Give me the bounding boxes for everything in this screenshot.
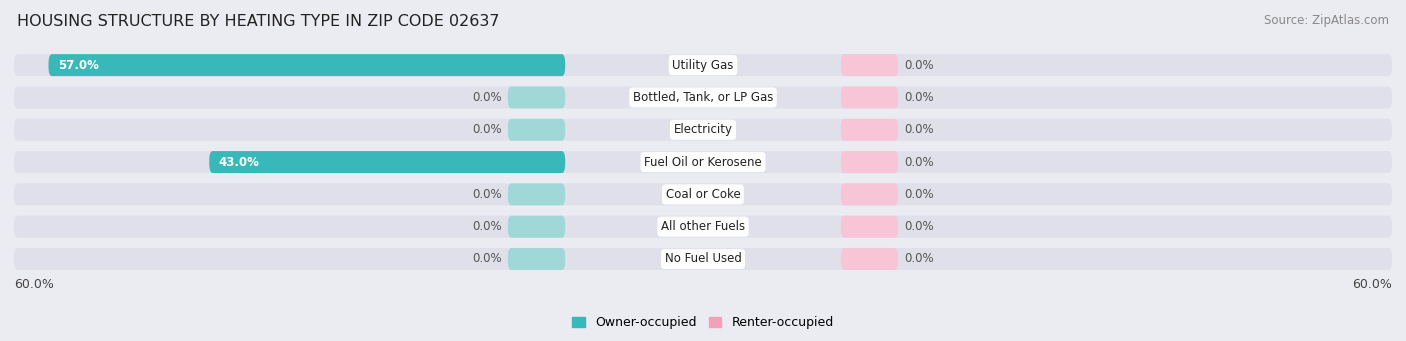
Text: All other Fuels: All other Fuels [661,220,745,233]
FancyBboxPatch shape [14,54,1392,76]
Text: 57.0%: 57.0% [58,59,98,72]
FancyBboxPatch shape [14,119,1392,141]
Text: 0.0%: 0.0% [472,123,502,136]
Text: 43.0%: 43.0% [218,155,259,168]
Text: 60.0%: 60.0% [1353,278,1392,291]
Text: Source: ZipAtlas.com: Source: ZipAtlas.com [1264,14,1389,27]
FancyBboxPatch shape [48,54,565,76]
FancyBboxPatch shape [841,248,898,270]
FancyBboxPatch shape [841,216,898,238]
Text: 0.0%: 0.0% [904,252,934,266]
Text: 0.0%: 0.0% [904,123,934,136]
FancyBboxPatch shape [14,87,1392,108]
FancyBboxPatch shape [841,119,898,141]
Text: 0.0%: 0.0% [904,155,934,168]
Text: Bottled, Tank, or LP Gas: Bottled, Tank, or LP Gas [633,91,773,104]
Text: 0.0%: 0.0% [472,252,502,266]
FancyBboxPatch shape [508,183,565,205]
Legend: Owner-occupied, Renter-occupied: Owner-occupied, Renter-occupied [568,311,838,334]
Text: 0.0%: 0.0% [904,220,934,233]
Text: 60.0%: 60.0% [14,278,53,291]
FancyBboxPatch shape [209,151,565,173]
Text: Utility Gas: Utility Gas [672,59,734,72]
FancyBboxPatch shape [841,54,898,76]
FancyBboxPatch shape [841,87,898,108]
FancyBboxPatch shape [14,216,1392,238]
Text: Coal or Coke: Coal or Coke [665,188,741,201]
Text: 0.0%: 0.0% [904,188,934,201]
Text: HOUSING STRUCTURE BY HEATING TYPE IN ZIP CODE 02637: HOUSING STRUCTURE BY HEATING TYPE IN ZIP… [17,14,499,29]
Text: 0.0%: 0.0% [904,59,934,72]
FancyBboxPatch shape [14,248,1392,270]
FancyBboxPatch shape [508,87,565,108]
Text: Electricity: Electricity [673,123,733,136]
FancyBboxPatch shape [14,151,1392,173]
Text: 0.0%: 0.0% [472,220,502,233]
FancyBboxPatch shape [841,151,898,173]
Text: Fuel Oil or Kerosene: Fuel Oil or Kerosene [644,155,762,168]
Text: 0.0%: 0.0% [472,188,502,201]
FancyBboxPatch shape [508,248,565,270]
FancyBboxPatch shape [841,183,898,205]
Text: No Fuel Used: No Fuel Used [665,252,741,266]
FancyBboxPatch shape [14,183,1392,205]
Text: 0.0%: 0.0% [472,91,502,104]
FancyBboxPatch shape [508,119,565,141]
FancyBboxPatch shape [508,216,565,238]
Text: 0.0%: 0.0% [904,91,934,104]
